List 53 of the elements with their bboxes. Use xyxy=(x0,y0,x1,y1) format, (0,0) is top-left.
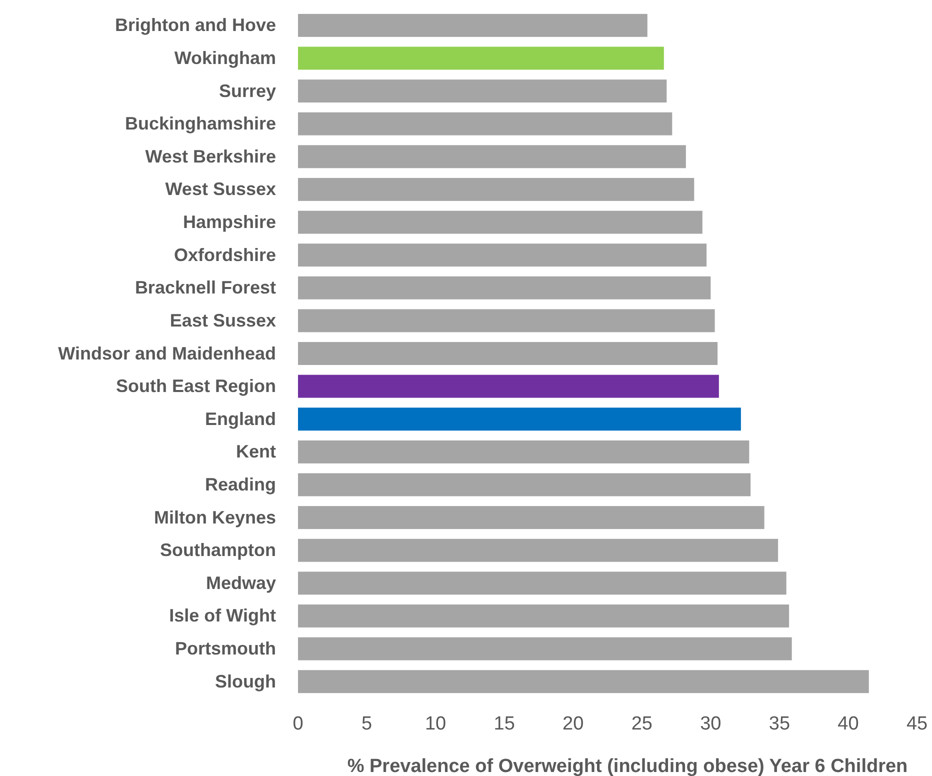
y-tick-label: Southampton xyxy=(160,540,276,560)
bar xyxy=(298,145,686,168)
x-tick-label: 40 xyxy=(838,713,859,734)
bar xyxy=(298,178,694,201)
x-tick-label: 25 xyxy=(631,713,652,734)
bar xyxy=(298,637,792,660)
y-tick-label: East Sussex xyxy=(170,310,276,330)
x-tick-label: 35 xyxy=(768,713,790,734)
bar xyxy=(298,572,786,595)
x-tick-label: 20 xyxy=(562,713,584,734)
x-tick-label: 45 xyxy=(906,713,928,734)
bar xyxy=(298,440,750,464)
bar xyxy=(298,408,741,431)
y-tick-label: Surrey xyxy=(218,80,276,101)
x-axis-title: % Prevalence of Overweight (including obese) Year 6 Children xyxy=(347,756,908,776)
y-tick-label: West Berkshire xyxy=(145,146,276,166)
y-tick-label: Buckinghamshire xyxy=(124,114,276,134)
y-tick-label: Wokingham xyxy=(174,48,276,68)
bar xyxy=(298,506,764,530)
y-tick-label: Milton Keynes xyxy=(154,507,276,528)
bar xyxy=(298,80,667,103)
y-tick-label: Slough xyxy=(215,671,276,692)
bar xyxy=(298,309,715,332)
bar xyxy=(298,538,778,562)
x-tick-label: 0 xyxy=(292,713,304,734)
bar xyxy=(298,374,719,398)
bar xyxy=(298,244,707,267)
y-tick-label: West Sussex xyxy=(165,179,276,200)
y-tick-label: Oxfordshire xyxy=(174,244,276,265)
y-tick-label: Reading xyxy=(204,474,276,494)
y-tick-label: Isle of Wight xyxy=(169,606,276,626)
bar xyxy=(298,276,711,300)
y-tick-label: South East Region xyxy=(116,376,276,396)
x-tick-label: 15 xyxy=(494,713,515,734)
x-tick-label: 30 xyxy=(700,713,722,734)
bar xyxy=(298,210,702,234)
y-tick-label: Medway xyxy=(206,572,276,593)
y-tick-label: Bracknell Forest xyxy=(134,278,276,298)
x-tick-label: 5 xyxy=(361,713,372,734)
y-tick-label: Hampshire xyxy=(182,212,276,232)
x-tick-label: 10 xyxy=(424,713,446,734)
bar xyxy=(298,46,664,70)
y-tick-label: England xyxy=(205,408,276,429)
y-tick-label: Brighton and Hove xyxy=(115,15,276,36)
y-tick-label: Windsor and Maidenhead xyxy=(58,343,276,364)
bar xyxy=(298,604,790,628)
bar xyxy=(298,14,648,37)
bar xyxy=(298,342,718,365)
bar xyxy=(298,670,869,694)
y-tick-label: Portsmouth xyxy=(175,638,276,659)
y-tick-label: Kent xyxy=(236,442,276,462)
bar xyxy=(298,473,751,496)
bar xyxy=(298,112,672,136)
